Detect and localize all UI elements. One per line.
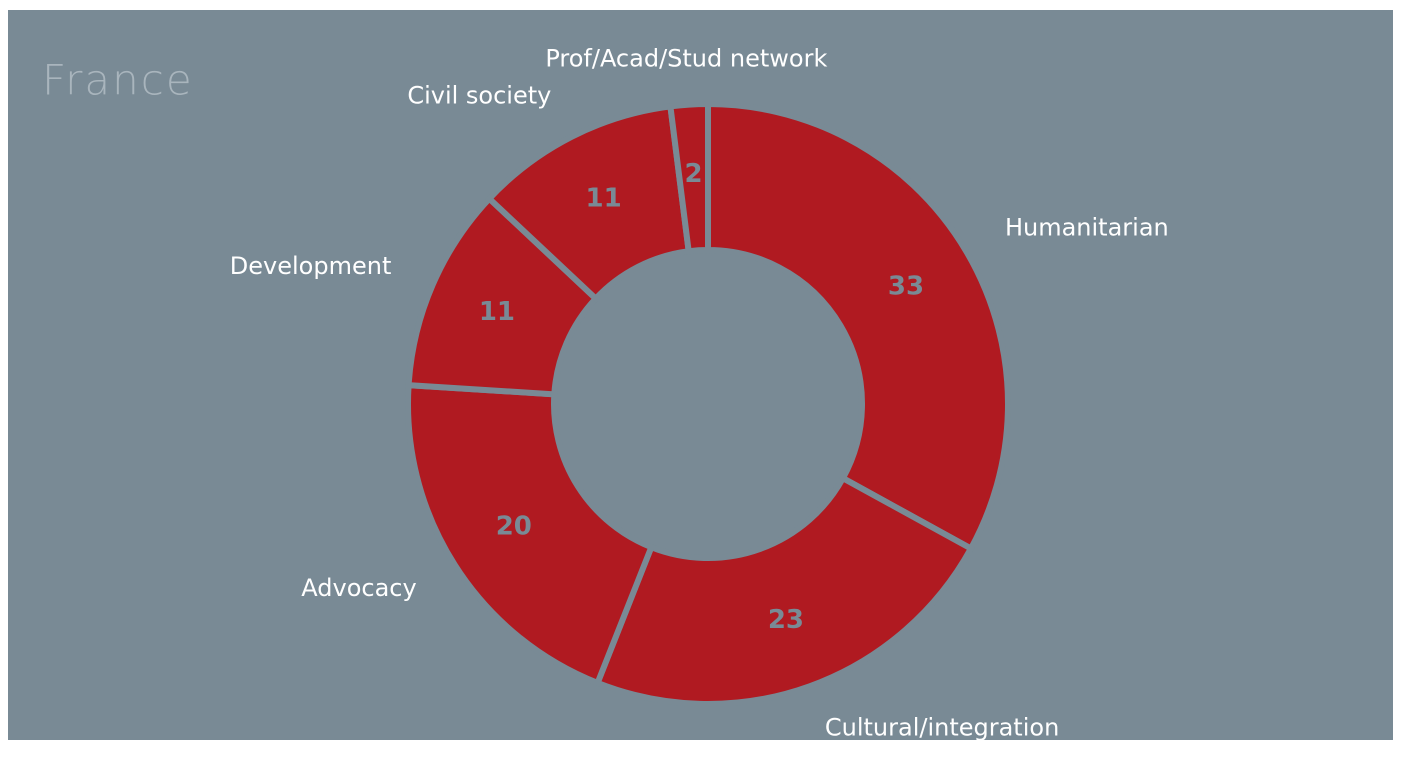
chart-title: France (42, 56, 194, 105)
category-label: Humanitarian (1005, 213, 1169, 241)
value-label: 11 (479, 297, 515, 327)
value-label: 33 (888, 271, 924, 301)
value-label: 20 (496, 512, 532, 542)
donut-slice (593, 474, 975, 707)
donut-slice (405, 381, 656, 687)
category-label: Cultural/integration (825, 714, 1059, 742)
category-label: Prof/Acad/Stud network (545, 45, 827, 73)
category-label: Civil society (407, 82, 551, 110)
value-label: 2 (685, 159, 703, 189)
category-label: Advocacy (301, 574, 416, 602)
value-label: 23 (768, 605, 804, 635)
value-label: 11 (585, 184, 621, 214)
donut-slice (705, 100, 1011, 553)
category-label: Development (230, 252, 392, 280)
donut-slice (667, 100, 711, 255)
